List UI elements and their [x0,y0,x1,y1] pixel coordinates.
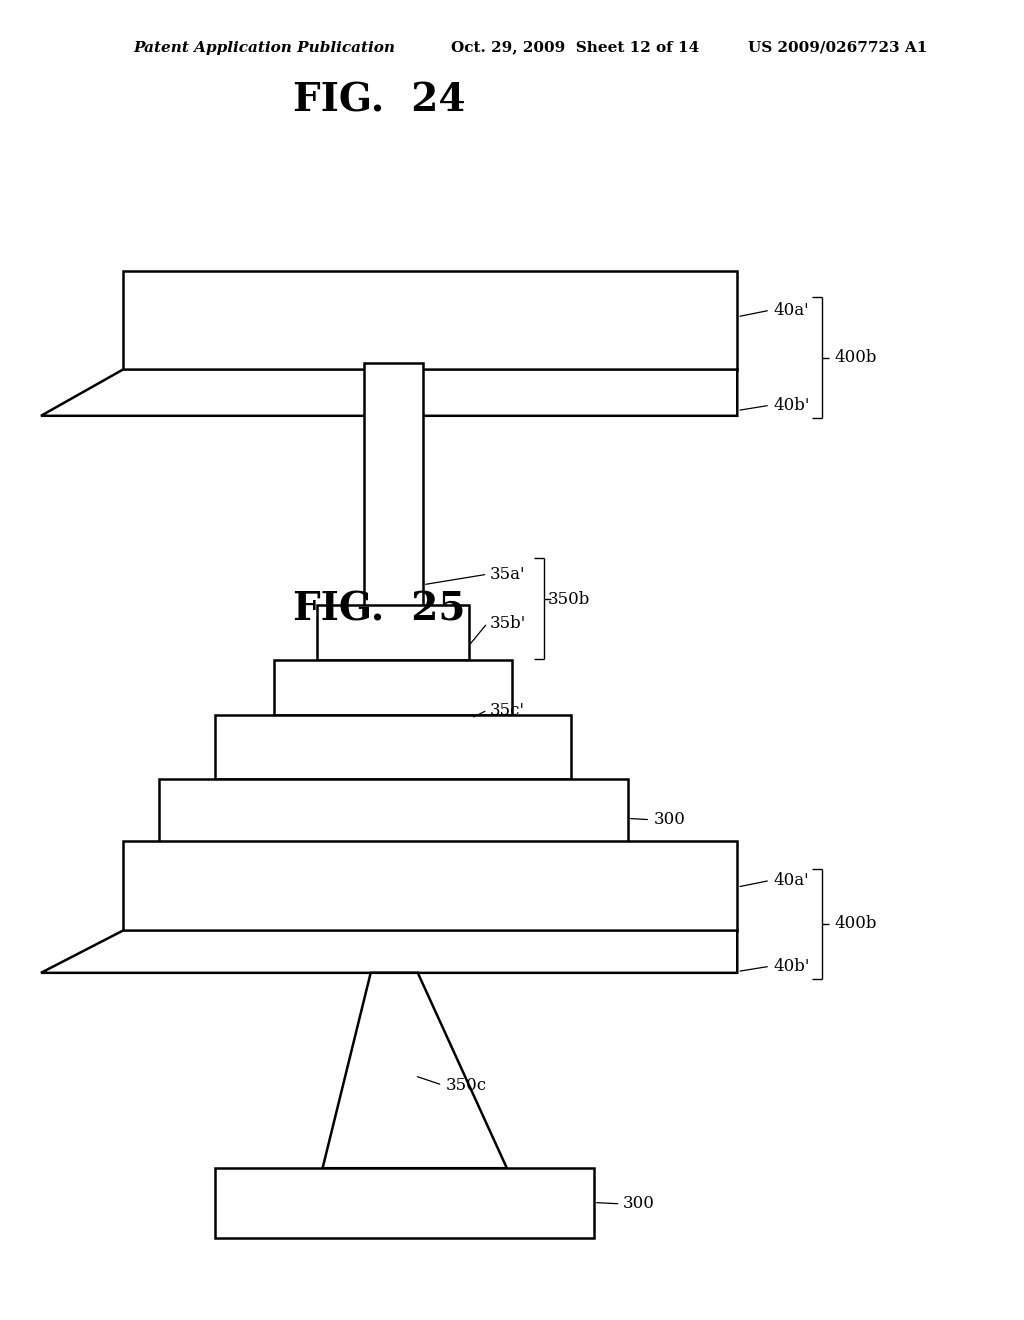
Text: FIG.  24: FIG. 24 [293,82,465,119]
Text: 40a': 40a' [773,302,809,318]
Text: Oct. 29, 2009  Sheet 12 of 14: Oct. 29, 2009 Sheet 12 of 14 [451,41,698,54]
Text: 40b': 40b' [773,397,810,413]
Text: 350b: 350b [548,591,590,607]
Text: 40b': 40b' [773,958,810,974]
Polygon shape [41,370,737,416]
Bar [274,660,512,715]
Text: US 2009/0267723 A1: US 2009/0267723 A1 [748,41,927,54]
Text: Patent Application Publication: Patent Application Publication [133,41,395,54]
Text: FIG.  25: FIG. 25 [293,591,465,628]
Bar [317,605,469,660]
Bar [364,363,423,620]
Text: 400b: 400b [835,350,878,366]
Text: 35c': 35c' [489,702,524,718]
Bar [123,841,737,931]
Bar [215,1168,594,1238]
Bar [159,779,628,862]
Text: 40a': 40a' [773,873,809,888]
Bar [123,271,737,370]
Text: 35b': 35b' [489,615,525,631]
Text: 300: 300 [623,1196,654,1212]
Text: 300: 300 [653,812,685,828]
Text: 35a': 35a' [489,566,525,582]
Bar [215,715,571,779]
Polygon shape [41,931,737,973]
Text: 400b: 400b [835,916,878,932]
Text: 350c: 350c [445,1077,486,1093]
Polygon shape [323,973,507,1168]
